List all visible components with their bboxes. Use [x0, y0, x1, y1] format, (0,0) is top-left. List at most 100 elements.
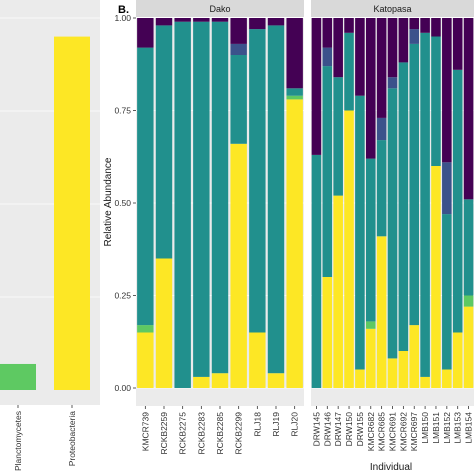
bar-segment: [137, 332, 154, 388]
stacked-bar-kmcr691: [387, 18, 398, 388]
bar-segment: [420, 376, 430, 388]
x-tick-label: LMB154: [464, 412, 474, 444]
bar-segment: [365, 328, 376, 388]
stacked-bar-kmcr739: [137, 18, 154, 388]
bar-segment: [409, 29, 420, 44]
left-x-tick-label: Planctomycetes: [13, 411, 23, 471]
bar-segment: [387, 88, 398, 359]
y-tick-label: 0.00: [114, 383, 131, 393]
bar-segment: [365, 321, 376, 329]
x-tick-label: DRW150: [344, 412, 354, 447]
bar-segment: [333, 195, 343, 388]
bar-segment: [333, 77, 343, 196]
stacked-bar-lmb152: [442, 18, 452, 388]
bar-segment: [463, 295, 474, 307]
bar-segment: [137, 18, 154, 48]
bar-segment: [155, 18, 173, 26]
bar-segment: [398, 18, 409, 63]
x-tick-label: KMCR685: [377, 412, 387, 451]
left-panel-phylum-bars: Planctomycetes Proteobacteria: [0, 0, 100, 471]
bar-segment: [155, 258, 173, 388]
x-tick-label: KMCR691: [388, 412, 398, 451]
bar-segment: [376, 140, 387, 237]
x-tick-label: DRW145: [311, 412, 321, 447]
stacked-bar-rckb2285: [211, 18, 229, 388]
panel-tag: B.: [118, 4, 129, 16]
stacked-bar-rckb2299: [230, 18, 247, 388]
x-tick-label: KMCR682: [366, 412, 376, 451]
bar-segment: [286, 18, 303, 89]
stacked-bar-kmcr697: [409, 18, 420, 388]
x-tick-label: RCKB2283: [196, 412, 206, 455]
y-tick-label: 0.25: [114, 291, 131, 301]
stacked-bar-drw147: [333, 18, 343, 388]
stacked-bar-kmcr685: [376, 18, 387, 388]
stacked-bar-rckb2259: [155, 18, 173, 388]
x-tick-label: LMB152: [442, 412, 452, 444]
left-x-tick-label: Proteobacteria: [67, 411, 77, 467]
bar-segment: [286, 88, 303, 96]
bar-segment: [365, 18, 376, 159]
bar-segment: [311, 154, 322, 388]
bar-segment: [193, 18, 210, 22]
x-tick-label: KMCR692: [398, 412, 408, 451]
bar-segment: [193, 21, 210, 377]
facet-strip: [136, 0, 304, 17]
stacked-bar-lmb154: [463, 18, 474, 388]
y-tick-label: 0.50: [114, 198, 131, 208]
x-tick-label: LMB151: [431, 412, 441, 444]
bar-segment: [420, 32, 430, 377]
bar-segment: [249, 29, 266, 333]
bar-segment: [420, 18, 430, 33]
bar-segment: [463, 199, 474, 296]
y-tick-label: 1.00: [114, 13, 131, 23]
bar-segment: [286, 95, 303, 100]
left-bar-planctomycetes: [0, 363, 36, 390]
bar-segment: [442, 162, 452, 215]
stacked-bar-rckb2283: [193, 18, 210, 388]
bar-segment: [376, 117, 387, 141]
bar-segment: [311, 18, 322, 155]
bar-segment: [387, 358, 398, 388]
x-tick-label: RCKB2259: [159, 412, 169, 455]
stacked-bar-rlj20: [286, 18, 303, 389]
stacked-bar-lmb153: [452, 18, 463, 388]
stacked-bar-drw150: [344, 18, 354, 388]
x-tick-label: RLJ20: [290, 412, 300, 437]
bar-segment: [267, 373, 285, 388]
stacked-bar-lmb151: [431, 18, 441, 388]
stacked-bar-drw145: [311, 18, 322, 388]
x-tick-label: RCKB2299: [234, 412, 244, 455]
stacked-bar-drw146: [322, 18, 333, 388]
x-tick-label: DRW147: [333, 412, 343, 447]
bar-segment: [137, 325, 154, 333]
bar-segment: [442, 369, 452, 388]
bar-segment: [322, 47, 333, 67]
bar-segment: [322, 66, 333, 277]
y-axis-title: Relative Abundance: [103, 157, 114, 246]
bar-segment: [249, 332, 266, 388]
bar-segment: [230, 143, 247, 388]
bar-segment: [463, 18, 474, 200]
bar-segment: [333, 18, 343, 78]
bar-segment: [230, 43, 247, 55]
bar-segment: [452, 18, 463, 70]
stacked-bar-kmcr692: [398, 18, 409, 388]
bar-segment: [398, 62, 409, 352]
bar-segment: [211, 18, 229, 22]
x-tick-label: KMCR739: [140, 412, 150, 451]
bar-segment: [355, 369, 365, 388]
x-tick-label: RCKB2285: [215, 412, 225, 455]
bar-segment: [249, 18, 266, 30]
main-panel-relative-abundance: B. Relative Abundance Individual 0.00 0.2…: [103, 0, 474, 473]
facet-dako: Dako KMCR739 RCKB2259 RCKB2275 RCKB2283 RCKB2…: [136, 0, 304, 455]
stacked-bar-rlj19: [267, 18, 285, 388]
bar-segment: [267, 25, 285, 374]
bar-segment: [442, 214, 452, 370]
bar-segment: [174, 21, 191, 388]
bar-segment: [442, 18, 452, 163]
bar-segment: [344, 18, 354, 33]
x-tick-label: KMCR697: [409, 412, 419, 451]
bar-segment: [409, 43, 420, 326]
